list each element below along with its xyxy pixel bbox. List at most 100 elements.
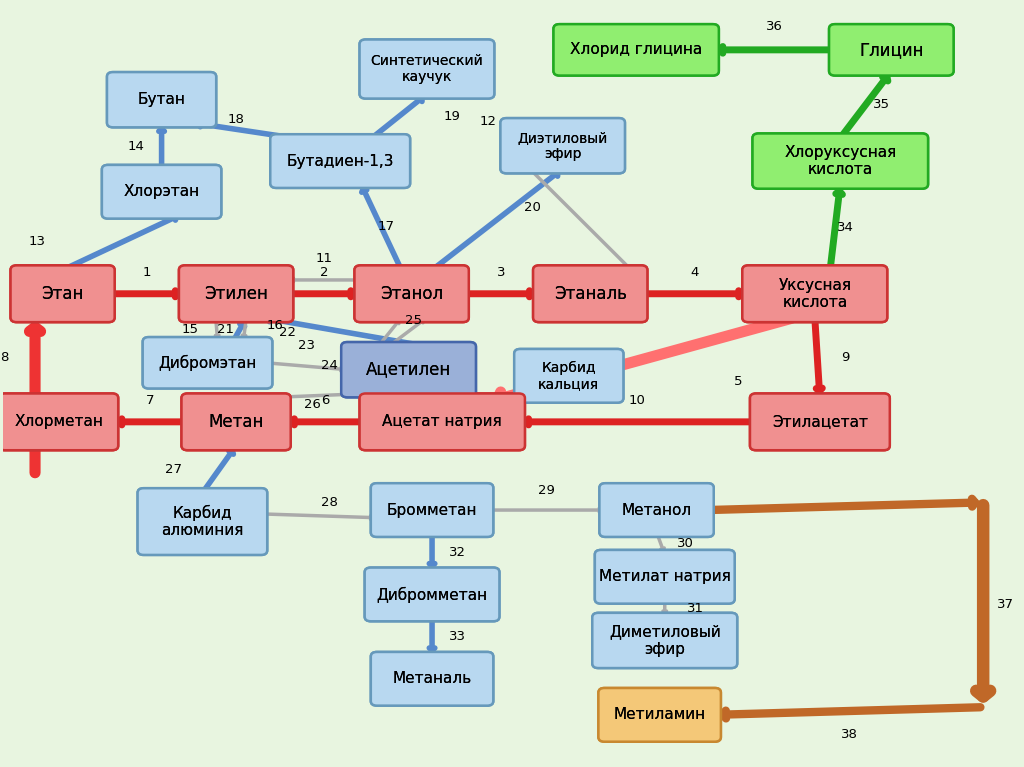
FancyBboxPatch shape [599, 483, 714, 537]
Text: Этилен: Этилен [204, 285, 268, 303]
Text: Метилат натрия: Метилат натрия [599, 569, 730, 584]
Text: Хлоруксусная
кислота: Хлоруксусная кислота [784, 145, 896, 177]
FancyBboxPatch shape [270, 134, 410, 188]
Text: Хлорид глицина: Хлорид глицина [570, 42, 702, 58]
Text: Диэтиловый
эфир: Диэтиловый эфир [517, 130, 608, 161]
Text: Этилен: Этилен [204, 285, 268, 303]
FancyBboxPatch shape [829, 24, 953, 76]
FancyBboxPatch shape [534, 265, 647, 322]
Text: Хлорэтан: Хлорэтан [124, 184, 200, 199]
Text: Метилат натрия: Метилат натрия [599, 569, 730, 584]
Text: Метаналь: Метаналь [392, 671, 472, 686]
FancyBboxPatch shape [599, 483, 714, 537]
Text: Хлорид глицина: Хлорид глицина [570, 42, 702, 58]
Text: 9: 9 [841, 351, 850, 364]
Text: Хлорметан: Хлорметан [14, 414, 103, 430]
FancyBboxPatch shape [10, 265, 115, 322]
Text: 24: 24 [321, 360, 337, 372]
Text: 28: 28 [321, 495, 338, 509]
FancyBboxPatch shape [598, 688, 721, 742]
FancyBboxPatch shape [270, 134, 410, 188]
Text: 35: 35 [872, 98, 890, 111]
FancyBboxPatch shape [371, 483, 494, 537]
Text: Карбид
кальция: Карбид кальция [539, 360, 599, 391]
Text: Этилацетат: Этилацетат [772, 414, 868, 430]
Text: 8: 8 [0, 351, 8, 364]
FancyBboxPatch shape [354, 265, 469, 322]
Text: Метанол: Метанол [622, 502, 691, 518]
Text: Метанол: Метанол [622, 502, 691, 518]
Text: 14: 14 [128, 140, 144, 153]
Text: 16: 16 [266, 319, 284, 332]
FancyBboxPatch shape [106, 72, 216, 127]
Text: 21: 21 [217, 323, 234, 336]
Text: 18: 18 [227, 113, 244, 126]
FancyBboxPatch shape [534, 265, 647, 322]
FancyBboxPatch shape [829, 24, 953, 76]
FancyBboxPatch shape [137, 489, 267, 555]
Text: Метиламин: Метиламин [613, 707, 706, 723]
Text: 12: 12 [479, 115, 497, 127]
Text: Синтетический
каучук: Синтетический каучук [371, 54, 483, 84]
Text: Этаналь: Этаналь [554, 285, 627, 303]
FancyBboxPatch shape [753, 133, 928, 189]
Text: Этаналь: Этаналь [554, 285, 627, 303]
FancyBboxPatch shape [365, 568, 500, 621]
Text: Этан: Этан [41, 285, 84, 303]
Text: 25: 25 [406, 314, 422, 327]
FancyBboxPatch shape [181, 393, 291, 450]
Text: 6: 6 [321, 394, 330, 407]
Text: Хлорметан: Хлорметан [14, 414, 103, 430]
Text: Дибромметан: Дибромметан [377, 586, 487, 603]
Text: Ацетилен: Ацетилен [366, 360, 452, 379]
Text: 10: 10 [629, 394, 646, 407]
FancyBboxPatch shape [742, 265, 887, 322]
Text: Дибромэтан: Дибромэтан [159, 354, 257, 371]
Text: 11: 11 [315, 252, 333, 265]
FancyBboxPatch shape [750, 393, 890, 450]
Text: Уксусная
кислота: Уксусная кислота [778, 278, 851, 310]
Text: 33: 33 [450, 630, 466, 643]
FancyBboxPatch shape [501, 118, 625, 173]
Text: 3: 3 [497, 266, 505, 278]
Text: Уксусная
кислота: Уксусная кислота [778, 278, 851, 310]
FancyBboxPatch shape [359, 39, 495, 98]
FancyBboxPatch shape [514, 349, 624, 403]
Text: 27: 27 [165, 463, 182, 476]
Text: Бутан: Бутан [137, 92, 185, 107]
FancyBboxPatch shape [137, 489, 267, 555]
Text: Бромметан: Бромметан [387, 502, 477, 518]
Text: 2: 2 [319, 266, 328, 278]
FancyBboxPatch shape [354, 265, 469, 322]
Text: 4: 4 [690, 266, 699, 278]
Text: Глицин: Глицин [859, 41, 924, 59]
Text: 5: 5 [734, 376, 742, 388]
Text: 22: 22 [279, 326, 296, 338]
FancyBboxPatch shape [142, 337, 272, 388]
Text: 23: 23 [298, 340, 315, 352]
Text: Метан: Метан [209, 413, 264, 431]
Text: Этан: Этан [41, 285, 84, 303]
Text: Глицин: Глицин [859, 41, 924, 59]
Text: Карбид
алюминия: Карбид алюминия [161, 505, 244, 538]
FancyBboxPatch shape [359, 39, 495, 98]
FancyBboxPatch shape [359, 393, 525, 450]
Text: Диметиловый
эфир: Диметиловый эфир [609, 624, 721, 657]
Text: Бутан: Бутан [137, 92, 185, 107]
FancyBboxPatch shape [514, 349, 624, 403]
Text: 32: 32 [450, 546, 466, 558]
Text: Карбид
алюминия: Карбид алюминия [161, 505, 244, 538]
Text: Карбид
кальция: Карбид кальция [539, 360, 599, 391]
Text: Ацетат натрия: Ацетат натрия [382, 414, 502, 430]
Text: 29: 29 [538, 485, 555, 497]
FancyBboxPatch shape [592, 613, 737, 668]
FancyBboxPatch shape [179, 265, 293, 322]
FancyBboxPatch shape [371, 652, 494, 706]
FancyBboxPatch shape [341, 342, 476, 397]
Text: 13: 13 [29, 235, 46, 249]
Text: Ацетилен: Ацетилен [366, 360, 452, 379]
Text: 36: 36 [766, 21, 782, 33]
FancyBboxPatch shape [10, 265, 115, 322]
FancyBboxPatch shape [595, 550, 734, 604]
FancyBboxPatch shape [365, 568, 500, 621]
